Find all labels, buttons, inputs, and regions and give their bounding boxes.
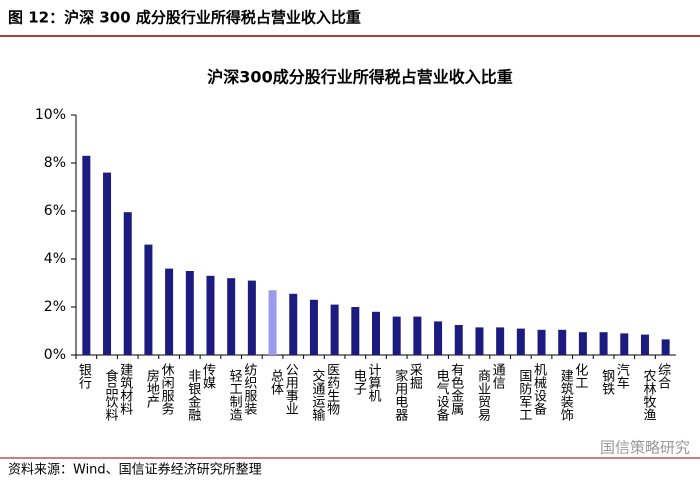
x-tick-label: 非银金融	[185, 369, 201, 421]
bar	[599, 332, 608, 355]
watermark: 国信策略研究	[600, 439, 690, 457]
bar	[206, 275, 215, 355]
x-tick-label: 家用电器	[392, 368, 408, 422]
x-tick-label: 国防军工	[516, 369, 532, 421]
bar	[309, 299, 318, 355]
x-tick-label: 休闲服务	[159, 363, 175, 415]
x-tick-label: 农林牧渔	[640, 369, 656, 421]
y-tick-label: 2%	[44, 299, 66, 315]
y-tick-label: 6%	[44, 203, 66, 219]
x-tick-label: 医药生物	[324, 363, 340, 416]
bar	[496, 327, 505, 355]
bar	[227, 278, 236, 355]
bar	[661, 339, 670, 355]
x-tick-label: 纺织服装	[241, 363, 256, 415]
y-tick-label: 4%	[44, 251, 66, 267]
bar	[185, 271, 194, 355]
bar	[165, 268, 174, 355]
x-tick-label: 钢铁	[599, 369, 615, 395]
bar	[516, 328, 525, 355]
y-tick-label: 10%	[35, 107, 66, 123]
bar	[413, 316, 422, 355]
x-tick-label: 机械设备	[531, 363, 547, 416]
bar	[392, 316, 401, 355]
bar	[475, 327, 484, 355]
x-tick-label: 通信	[490, 363, 506, 389]
bar	[247, 280, 256, 355]
bar	[454, 325, 463, 355]
bar	[123, 212, 132, 355]
x-tick-label: 商业贸易	[475, 369, 491, 422]
x-tick-label: 化工	[572, 363, 588, 389]
x-tick-label: 电气设备	[434, 369, 450, 422]
bar	[434, 321, 443, 355]
x-tick-label: 建筑材料	[117, 363, 133, 415]
source: 资料来源：Wind、国信证券经济研究所整理	[8, 462, 262, 478]
bar	[268, 290, 277, 355]
bar	[537, 329, 546, 355]
x-tick-label: 综合	[655, 363, 671, 389]
x-tick-label: 采掘	[407, 363, 423, 389]
x-tick-label: 公用事业	[283, 363, 299, 415]
x-tick-label: 总体	[268, 369, 284, 395]
y-tick-label: 8%	[44, 155, 66, 171]
x-tick-label: 汽车	[614, 363, 630, 389]
x-tick-label: 食品饮料	[103, 368, 119, 421]
bar	[558, 329, 567, 355]
x-tick-label: 计算机	[366, 363, 382, 403]
x-tick-label: 交通运输	[309, 368, 325, 421]
bar	[289, 293, 298, 355]
x-tick-label: 有色金属	[448, 363, 464, 416]
bar	[620, 333, 629, 355]
y-tick-label: 0%	[44, 347, 66, 363]
bar	[103, 172, 112, 355]
chart-title: 沪深300成分股行业所得税占营业收入比重	[207, 68, 512, 87]
x-tick-label: 建筑装饰	[558, 369, 574, 421]
x-tick-label: 银行	[76, 363, 92, 390]
bar	[351, 307, 360, 355]
bar	[82, 155, 91, 355]
bar	[330, 304, 339, 355]
bar	[144, 244, 153, 355]
x-tick-label: 传媒	[200, 363, 216, 389]
x-tick-label: 轻工制造	[227, 369, 243, 422]
figure-header: 图 12：沪深 300 成分股行业所得税占营业收入比重	[8, 9, 361, 27]
x-tick-label: 电子	[351, 369, 367, 395]
bar	[640, 334, 649, 355]
bar	[372, 311, 380, 355]
x-tick-label: 房地产	[144, 368, 160, 409]
bar	[578, 332, 587, 355]
